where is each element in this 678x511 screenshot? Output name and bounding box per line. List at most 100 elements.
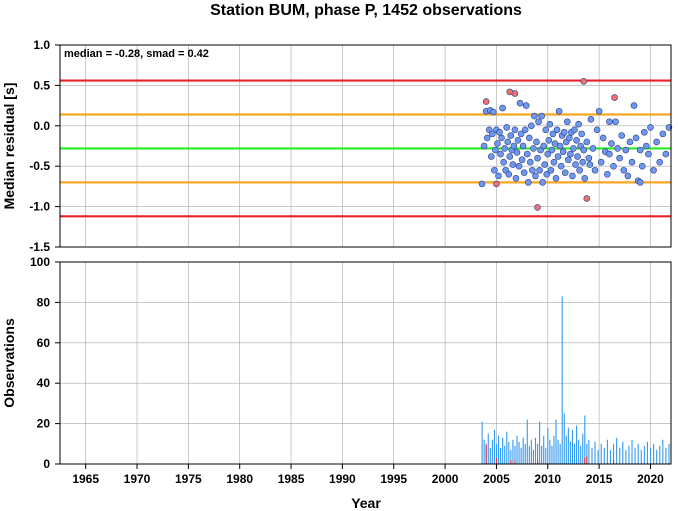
residual-point — [587, 116, 595, 123]
residual-point — [490, 108, 497, 116]
residual-point — [552, 175, 560, 182]
observation-bar — [502, 437, 504, 464]
residual-point — [581, 175, 589, 182]
observation-bar — [640, 449, 642, 464]
residual-point — [563, 118, 571, 126]
residual-point — [525, 134, 533, 142]
rejected-bar — [514, 459, 516, 464]
residual-point — [531, 112, 538, 120]
observation-bar — [571, 429, 574, 464]
residual-point — [522, 102, 530, 109]
residual-point — [518, 156, 526, 164]
residual-point — [647, 124, 654, 131]
residual-point — [630, 102, 638, 109]
chart-title: Station BUM, phase P, 1452 observations — [210, 2, 522, 19]
residual-point — [636, 179, 644, 186]
residual-point — [573, 137, 580, 144]
residual-panel: 1.0 0.5 0.0 -0.5 -1.0 -1.5 median = -0.28, sm… — [1, 38, 673, 254]
observation-bar — [609, 449, 612, 464]
residual-point — [497, 150, 504, 158]
y-tick-label: 1.0 — [33, 38, 50, 52]
residual-point — [532, 172, 539, 180]
residual-point — [555, 107, 563, 115]
year-x-ticks: 1965 1970 1975 1980 1985 1990 1995 2000 2005 2010… — [72, 464, 664, 486]
observation-bar — [619, 447, 621, 464]
residual-point — [494, 140, 501, 147]
residual-point — [620, 166, 628, 174]
observation-bar — [487, 433, 489, 464]
observation-bar — [563, 413, 565, 464]
residual-point — [578, 130, 585, 138]
observation-bar — [582, 433, 584, 464]
residual-point — [561, 169, 569, 176]
observation-bar — [526, 419, 528, 464]
residual-point — [535, 118, 542, 126]
rejected-bar — [612, 459, 615, 464]
residual-frame — [59, 44, 672, 248]
residual-point — [495, 172, 502, 180]
residual-point — [632, 134, 640, 142]
residual-point — [478, 180, 486, 188]
observation-bar — [500, 447, 502, 464]
observation-bar — [567, 427, 569, 464]
observation-bar — [557, 439, 559, 464]
outlier-point — [482, 98, 490, 105]
observation-bar — [495, 443, 498, 464]
residual-point — [665, 124, 673, 131]
residual-point — [580, 146, 588, 154]
residual-point — [496, 128, 503, 136]
outlier-point — [511, 90, 519, 97]
outlier-point — [611, 94, 618, 101]
residual-point — [548, 146, 556, 154]
residual-point — [550, 158, 558, 166]
residual-point — [608, 140, 615, 147]
observation-bar — [625, 449, 627, 464]
residual-point — [534, 154, 541, 162]
residual-point — [549, 130, 557, 138]
outlier-point — [534, 204, 541, 211]
residual-point — [583, 138, 591, 146]
observation-bar — [612, 443, 615, 464]
residual-point — [572, 161, 579, 168]
observation-bar — [537, 443, 539, 464]
residual-point — [612, 118, 619, 126]
residual-plot-area — [60, 45, 671, 247]
observation-bar — [512, 439, 514, 464]
observation-bar — [514, 445, 516, 464]
residual-point — [506, 153, 514, 160]
observation-bar — [646, 441, 648, 464]
residual-point — [643, 142, 650, 150]
residual-point — [653, 138, 660, 146]
observation-bar — [528, 445, 530, 464]
residual-point — [499, 104, 506, 112]
residual-point — [533, 138, 540, 146]
x-tick-label: 1965 — [72, 472, 99, 486]
observation-bar — [600, 443, 602, 464]
x-tick-label: 1970 — [124, 472, 151, 486]
residual-point — [524, 179, 532, 186]
observation-bar — [553, 435, 555, 464]
x-tick-label: 1975 — [175, 472, 202, 486]
x-tick-label: 1985 — [278, 472, 305, 486]
observation-bar — [580, 445, 582, 464]
observation-bar — [559, 443, 561, 464]
residual-point — [591, 166, 599, 174]
residual-point — [514, 137, 522, 144]
residual-point — [570, 145, 577, 152]
residual-point — [503, 124, 510, 131]
x-tick-label: 1995 — [380, 472, 407, 486]
residual-point — [599, 134, 607, 142]
residual-point — [498, 134, 505, 142]
observation-bar — [549, 439, 551, 464]
observation-bar — [594, 441, 596, 464]
observation-bar — [603, 447, 605, 464]
observation-bar — [606, 439, 608, 464]
residual-point — [597, 158, 605, 166]
residual-point — [645, 150, 652, 158]
residual-point — [487, 153, 495, 160]
residual-point — [519, 142, 527, 150]
rejected-bar — [537, 459, 539, 464]
residual-point — [540, 142, 547, 150]
observation-bar — [522, 437, 524, 464]
